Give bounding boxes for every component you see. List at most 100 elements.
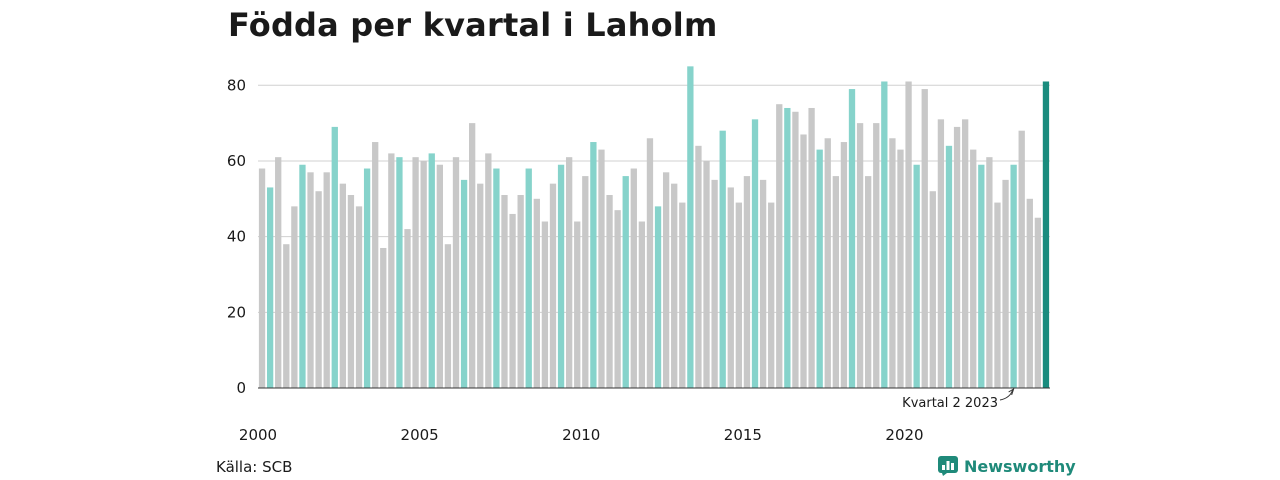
bar	[412, 157, 419, 388]
bar	[501, 195, 508, 388]
bar	[420, 160, 427, 388]
bar	[671, 183, 678, 388]
bar	[307, 172, 314, 388]
bar	[258, 168, 266, 388]
bar	[404, 229, 411, 388]
bar	[654, 206, 662, 388]
bar	[283, 244, 290, 388]
bar	[541, 221, 549, 388]
bar	[622, 176, 629, 388]
bar	[800, 134, 807, 388]
bar	[751, 119, 759, 389]
bar	[759, 179, 767, 388]
bar	[485, 153, 492, 388]
bar	[372, 142, 379, 388]
bar	[768, 202, 775, 388]
y-axis-labels: 0 20 40 60 80	[227, 76, 246, 397]
bar	[477, 183, 484, 388]
bar	[380, 247, 387, 388]
annotation: Kvartal 2 2023	[902, 387, 1015, 411]
bar	[978, 164, 985, 388]
bar	[557, 164, 565, 388]
bars	[258, 66, 1050, 389]
bar	[913, 164, 920, 388]
bar	[646, 138, 654, 388]
x-tick-label: 2005	[401, 426, 439, 444]
bar	[533, 198, 540, 388]
bar	[323, 172, 330, 388]
bar	[396, 157, 403, 388]
bar	[743, 176, 751, 388]
bar	[873, 123, 880, 388]
bar	[355, 206, 363, 388]
bar	[517, 195, 524, 388]
bar	[509, 213, 516, 388]
bar	[275, 157, 282, 388]
bar	[687, 66, 694, 389]
bar	[840, 142, 848, 388]
bar	[1034, 217, 1042, 388]
y-tick-label: 20	[227, 303, 246, 321]
bar	[525, 168, 532, 388]
y-tick-label: 0	[236, 379, 246, 397]
bar	[719, 130, 726, 388]
bar	[662, 172, 670, 388]
bar	[703, 160, 710, 388]
x-tick-label: 2000	[239, 426, 277, 444]
bar	[1042, 81, 1050, 388]
bar	[291, 206, 298, 388]
annotation-label: Kvartal 2 2023	[902, 396, 998, 411]
bar	[921, 89, 928, 388]
bar	[784, 107, 791, 389]
bar	[452, 157, 460, 388]
bar	[1026, 198, 1033, 388]
bar	[848, 89, 856, 388]
bar	[299, 164, 306, 388]
bar	[1002, 179, 1009, 388]
bar	[792, 111, 799, 389]
annotation-arrowhead	[1008, 387, 1015, 396]
bar	[549, 183, 557, 388]
bar	[808, 107, 815, 389]
bar	[444, 244, 452, 388]
bar	[331, 126, 338, 388]
x-tick-label: 2020	[885, 426, 923, 444]
bar	[695, 145, 702, 388]
bar	[493, 168, 500, 388]
bar	[436, 164, 443, 388]
bar	[315, 191, 322, 388]
brand-logo: Newsworthy	[938, 456, 1076, 476]
bar	[970, 149, 977, 388]
x-axis-labels: 2000 2005 2010 2015 2020	[239, 426, 924, 444]
bar	[679, 202, 686, 388]
bar	[266, 187, 274, 388]
bar	[614, 210, 621, 388]
bar	[889, 138, 896, 388]
bar	[961, 119, 969, 389]
bar	[937, 119, 945, 389]
annotation-arrow	[999, 389, 1014, 401]
bar	[727, 187, 734, 388]
bar	[630, 168, 637, 388]
bar	[565, 157, 573, 388]
bar	[598, 149, 605, 388]
bar	[388, 153, 395, 388]
bar	[1018, 130, 1025, 388]
bar	[606, 195, 613, 388]
bar	[953, 126, 961, 388]
bar	[881, 81, 888, 388]
bar	[824, 138, 831, 388]
bar	[428, 153, 435, 388]
bar	[574, 221, 581, 388]
bar	[469, 123, 476, 388]
bar	[994, 202, 1001, 388]
brand-name: Newsworthy	[964, 456, 1076, 476]
y-tick-label: 60	[227, 152, 246, 170]
bar	[776, 104, 783, 389]
bar	[582, 176, 589, 388]
bar	[1010, 164, 1017, 388]
bar	[905, 81, 912, 388]
bar	[856, 123, 864, 388]
bar	[347, 195, 355, 388]
